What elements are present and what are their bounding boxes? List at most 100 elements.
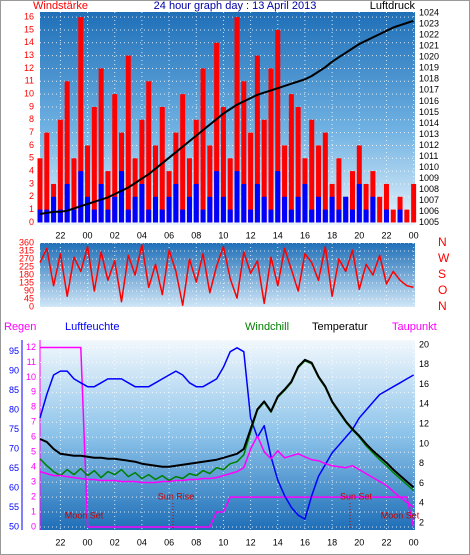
bar — [119, 171, 125, 223]
x-tick-label: 18 — [327, 230, 337, 240]
bar — [356, 183, 362, 223]
bar — [166, 196, 172, 223]
y3-tick-label: 60 — [9, 482, 19, 492]
x-tick-label: 14 — [273, 537, 283, 547]
y-tick-label: 2 — [29, 191, 34, 201]
y-tick-label: 11 — [27, 357, 36, 367]
y-tick-label: 2 — [31, 491, 36, 501]
bar — [180, 209, 186, 223]
bar — [309, 209, 315, 223]
bar — [173, 183, 179, 223]
bar — [282, 196, 288, 223]
x-tick-label: 08 — [191, 537, 201, 547]
annotation: Sun Set — [340, 491, 373, 501]
bar — [105, 209, 111, 223]
y3-tick-label: 65 — [9, 463, 19, 473]
y2-tick-label: 1019 — [419, 63, 439, 73]
y-tick-label: 4 — [31, 462, 36, 472]
bar — [316, 145, 322, 223]
y-tick-label: 225 — [19, 261, 34, 271]
bar — [390, 209, 396, 223]
series-line — [39, 358, 415, 489]
bar — [227, 209, 233, 223]
y-tick-label: 360 — [19, 237, 34, 247]
y2-tick-label: S — [438, 267, 446, 281]
bar — [377, 196, 383, 223]
y-tick-label: 16 — [24, 12, 34, 22]
x-tick-label: 12 — [246, 230, 256, 240]
bar — [207, 196, 213, 223]
bar — [336, 209, 342, 223]
y-tick-label: 14 — [24, 37, 34, 47]
y2-tick-label: 1021 — [419, 41, 439, 51]
x-tick-label: 20 — [354, 230, 364, 240]
bar — [214, 42, 220, 223]
y2-tick-label: N — [438, 235, 447, 249]
bar — [112, 94, 118, 223]
bar — [282, 145, 288, 223]
y-tick-label: 90 — [24, 285, 34, 295]
x-tick-label: 22 — [381, 230, 391, 240]
x-tick-label: 02 — [110, 537, 120, 547]
series-line — [39, 19, 414, 215]
bar — [363, 209, 369, 223]
y-tick-label: 0 — [31, 521, 36, 531]
bar — [78, 17, 84, 223]
y-tick-label: 8 — [31, 402, 36, 412]
y-tick-label: 45 — [24, 293, 34, 303]
bar — [241, 183, 247, 223]
y-tick-label: 5 — [29, 153, 34, 163]
y2-tick-label: 1005 — [419, 217, 439, 227]
bar — [146, 81, 152, 223]
x-tick-label: 18 — [327, 537, 337, 547]
bar — [336, 158, 342, 223]
annotation: Moon Set — [65, 510, 104, 520]
bar — [146, 209, 152, 223]
y2-tick-label: 1015 — [419, 107, 439, 117]
y2-tick-label: 1023 — [419, 19, 439, 29]
y3-tick-label: 50 — [9, 521, 19, 531]
bar — [57, 209, 63, 223]
legend-label: Taupunkt — [392, 321, 437, 333]
y-axis-title: Windstärke — [33, 0, 88, 12]
y-tick-label: 3 — [29, 178, 34, 188]
bar — [71, 158, 77, 223]
y-tick-label: 180 — [19, 269, 34, 279]
bar — [64, 81, 70, 223]
y-tick-label: 3 — [31, 477, 36, 487]
y2-tick-label: 1022 — [419, 30, 439, 40]
bar — [200, 209, 206, 223]
y2-tick-label: 1010 — [419, 162, 439, 172]
x-tick-label: 14 — [273, 230, 283, 240]
bar — [64, 183, 70, 223]
bar — [98, 183, 104, 223]
y3-tick-label: 70 — [9, 443, 19, 453]
bar — [248, 209, 254, 223]
x-tick-label: 16 — [300, 537, 310, 547]
y-tick-label: 1 — [31, 506, 36, 516]
y-tick-label: 6 — [29, 140, 34, 150]
y-tick-label: 10 — [24, 88, 34, 98]
y2-tick-label: 16 — [419, 379, 429, 389]
y2-tick-label: 18 — [419, 359, 429, 369]
bar — [404, 209, 410, 223]
bar — [44, 132, 50, 223]
bar — [186, 158, 192, 223]
y-tick-label: 135 — [19, 277, 34, 287]
y2-tick-label: 10 — [419, 438, 429, 448]
bar — [139, 183, 145, 223]
y-tick-label: 9 — [29, 101, 34, 111]
series-line — [40, 346, 415, 528]
y-tick-label: 11 — [25, 76, 34, 86]
bar — [51, 196, 57, 223]
y2-tick-label: 14 — [419, 399, 429, 409]
y2-tick-label: O — [438, 283, 447, 297]
bar — [132, 158, 138, 223]
bar — [37, 158, 43, 223]
y2-tick-label: 1009 — [419, 173, 439, 183]
x-tick-label: 22 — [381, 537, 391, 547]
bar — [159, 106, 165, 223]
bar — [302, 183, 308, 223]
bar — [186, 196, 192, 223]
bar — [275, 29, 281, 223]
